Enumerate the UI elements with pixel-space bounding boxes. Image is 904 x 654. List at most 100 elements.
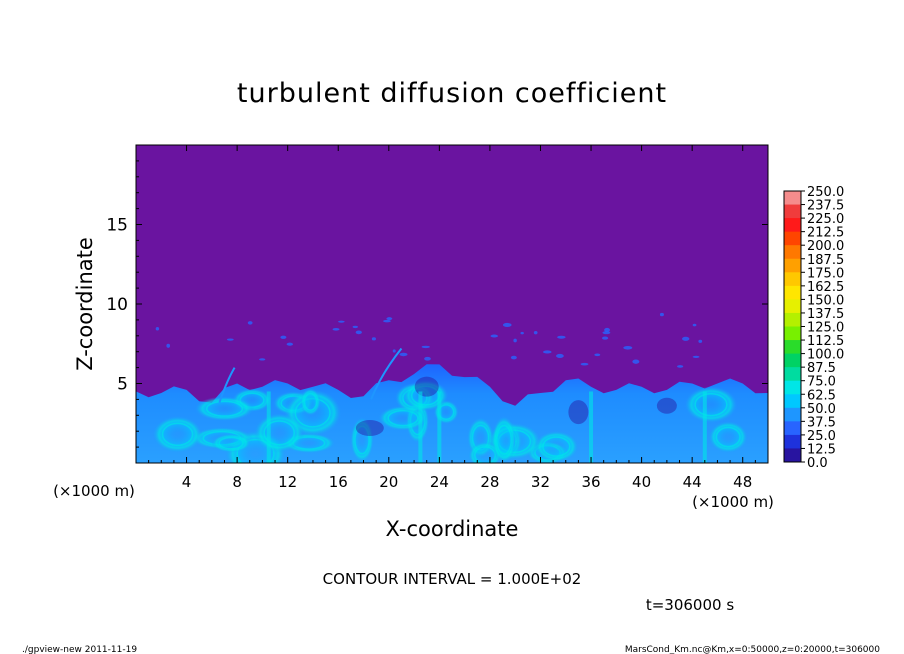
speck [332, 328, 340, 331]
colorbar-swatch [784, 434, 801, 449]
x-tick-label: 28 [480, 473, 499, 491]
speck [421, 345, 430, 349]
eddy [211, 433, 252, 453]
speck [520, 331, 524, 335]
eddy [152, 416, 203, 453]
low-value-patch [568, 400, 589, 425]
x-tick-label: 12 [278, 473, 297, 491]
speck [677, 365, 684, 368]
colorbar-swatch [784, 272, 801, 287]
x-axis-label: X-coordinate [386, 517, 519, 541]
speck [543, 350, 552, 354]
colorbar-label: 162.5 [807, 280, 844, 295]
eddy [402, 380, 449, 412]
x-tick-label: 44 [683, 473, 702, 491]
colorbar-label: 137.5 [807, 307, 844, 322]
plume [266, 391, 271, 463]
speck [166, 343, 171, 348]
speck [383, 319, 391, 323]
colorbar-swatch [784, 421, 801, 436]
tendril [370, 347, 403, 400]
colorbar-swatch [784, 231, 801, 246]
colorbar-swatch [784, 367, 801, 382]
speck [604, 327, 610, 333]
x-tick-label: 24 [430, 473, 449, 491]
eddy-ring [715, 426, 741, 448]
speck [399, 352, 408, 357]
speck [692, 355, 700, 358]
x-unit-right: (×1000 m) [692, 493, 774, 511]
speck [594, 353, 601, 357]
colorbar-label: 200.0 [807, 239, 844, 254]
x-tick-label: 4 [182, 473, 192, 491]
colorbar-label: 37.5 [807, 415, 836, 430]
colorbar-label: 150.0 [807, 293, 844, 308]
colorbar-label: 212.5 [807, 226, 844, 241]
speck [659, 312, 664, 317]
y-axis-ticks: 5 10 15 [106, 160, 768, 448]
x-tick-label: 20 [379, 473, 398, 491]
speck [602, 331, 611, 335]
speck [632, 359, 640, 364]
speck [155, 326, 160, 331]
low-value-patch [656, 397, 677, 414]
colorbar-label: 50.0 [807, 402, 836, 417]
speck [557, 335, 566, 339]
colorbar-swatch [784, 448, 801, 463]
colorbar-label: 225.0 [807, 212, 844, 227]
speck [682, 336, 690, 341]
colorbar-swatch [784, 340, 801, 355]
colorbar-label: 125.0 [807, 321, 844, 336]
low-value-patch [414, 376, 439, 397]
eddy [300, 388, 321, 416]
eddy [194, 396, 255, 421]
contour-interval: CONTOUR INTERVAL = 1.000E+02 [323, 570, 582, 588]
speck [352, 325, 358, 329]
x-tick-label: 32 [531, 473, 550, 491]
colorbar-swatch [784, 204, 801, 219]
eddy-ring [694, 392, 728, 417]
x-unit-left: (×1000 m) [53, 482, 135, 500]
x-tick-label: 48 [733, 473, 752, 491]
eddy-ring [236, 438, 275, 463]
eddy-ring [542, 436, 571, 457]
eddy-ring [387, 409, 419, 427]
y-tick-label: 10 [106, 295, 128, 315]
speck [247, 321, 253, 325]
colorbar-swatch [784, 285, 801, 300]
eddy [708, 421, 748, 453]
x-axis-ticks: 4 8 12 16 20 24 28 32 36 40 44 48 [148, 145, 756, 491]
colorbar-label: 100.0 [807, 348, 844, 363]
speck [392, 349, 396, 353]
eddy-ring [263, 420, 295, 446]
speck [424, 356, 431, 361]
turbulent-eddies [152, 376, 748, 463]
plume [589, 391, 594, 463]
low-value-patch [355, 420, 384, 437]
x-tick-label: 16 [329, 473, 348, 491]
speck [533, 330, 538, 335]
colorbar-swatch [784, 299, 801, 314]
speck [698, 339, 703, 343]
plume [437, 391, 442, 463]
colorbar-label: 250.0 [807, 185, 844, 200]
y-tick-label: 15 [106, 216, 128, 236]
colorbar-swatch [784, 245, 801, 260]
speck [280, 335, 287, 339]
colorbar-swatch [784, 258, 801, 273]
eddy-ring [218, 436, 244, 450]
colorbar-swatch [784, 218, 801, 233]
eddy-ring [496, 424, 512, 455]
footer-right: MarsCond_Km.nc@Km,x=0:50000,z=0:20000,t=… [625, 645, 880, 654]
y-axis-label: Z-coordinate [73, 237, 97, 371]
speck [286, 342, 293, 346]
speck [623, 345, 633, 350]
speck [337, 320, 345, 323]
plume [702, 391, 707, 463]
colorbar-swatch [784, 191, 801, 206]
eddy [254, 413, 305, 453]
colorbar-label: 112.5 [807, 334, 844, 349]
x-tick-label: 40 [632, 473, 651, 491]
colorbar-label: 75.0 [807, 375, 836, 390]
